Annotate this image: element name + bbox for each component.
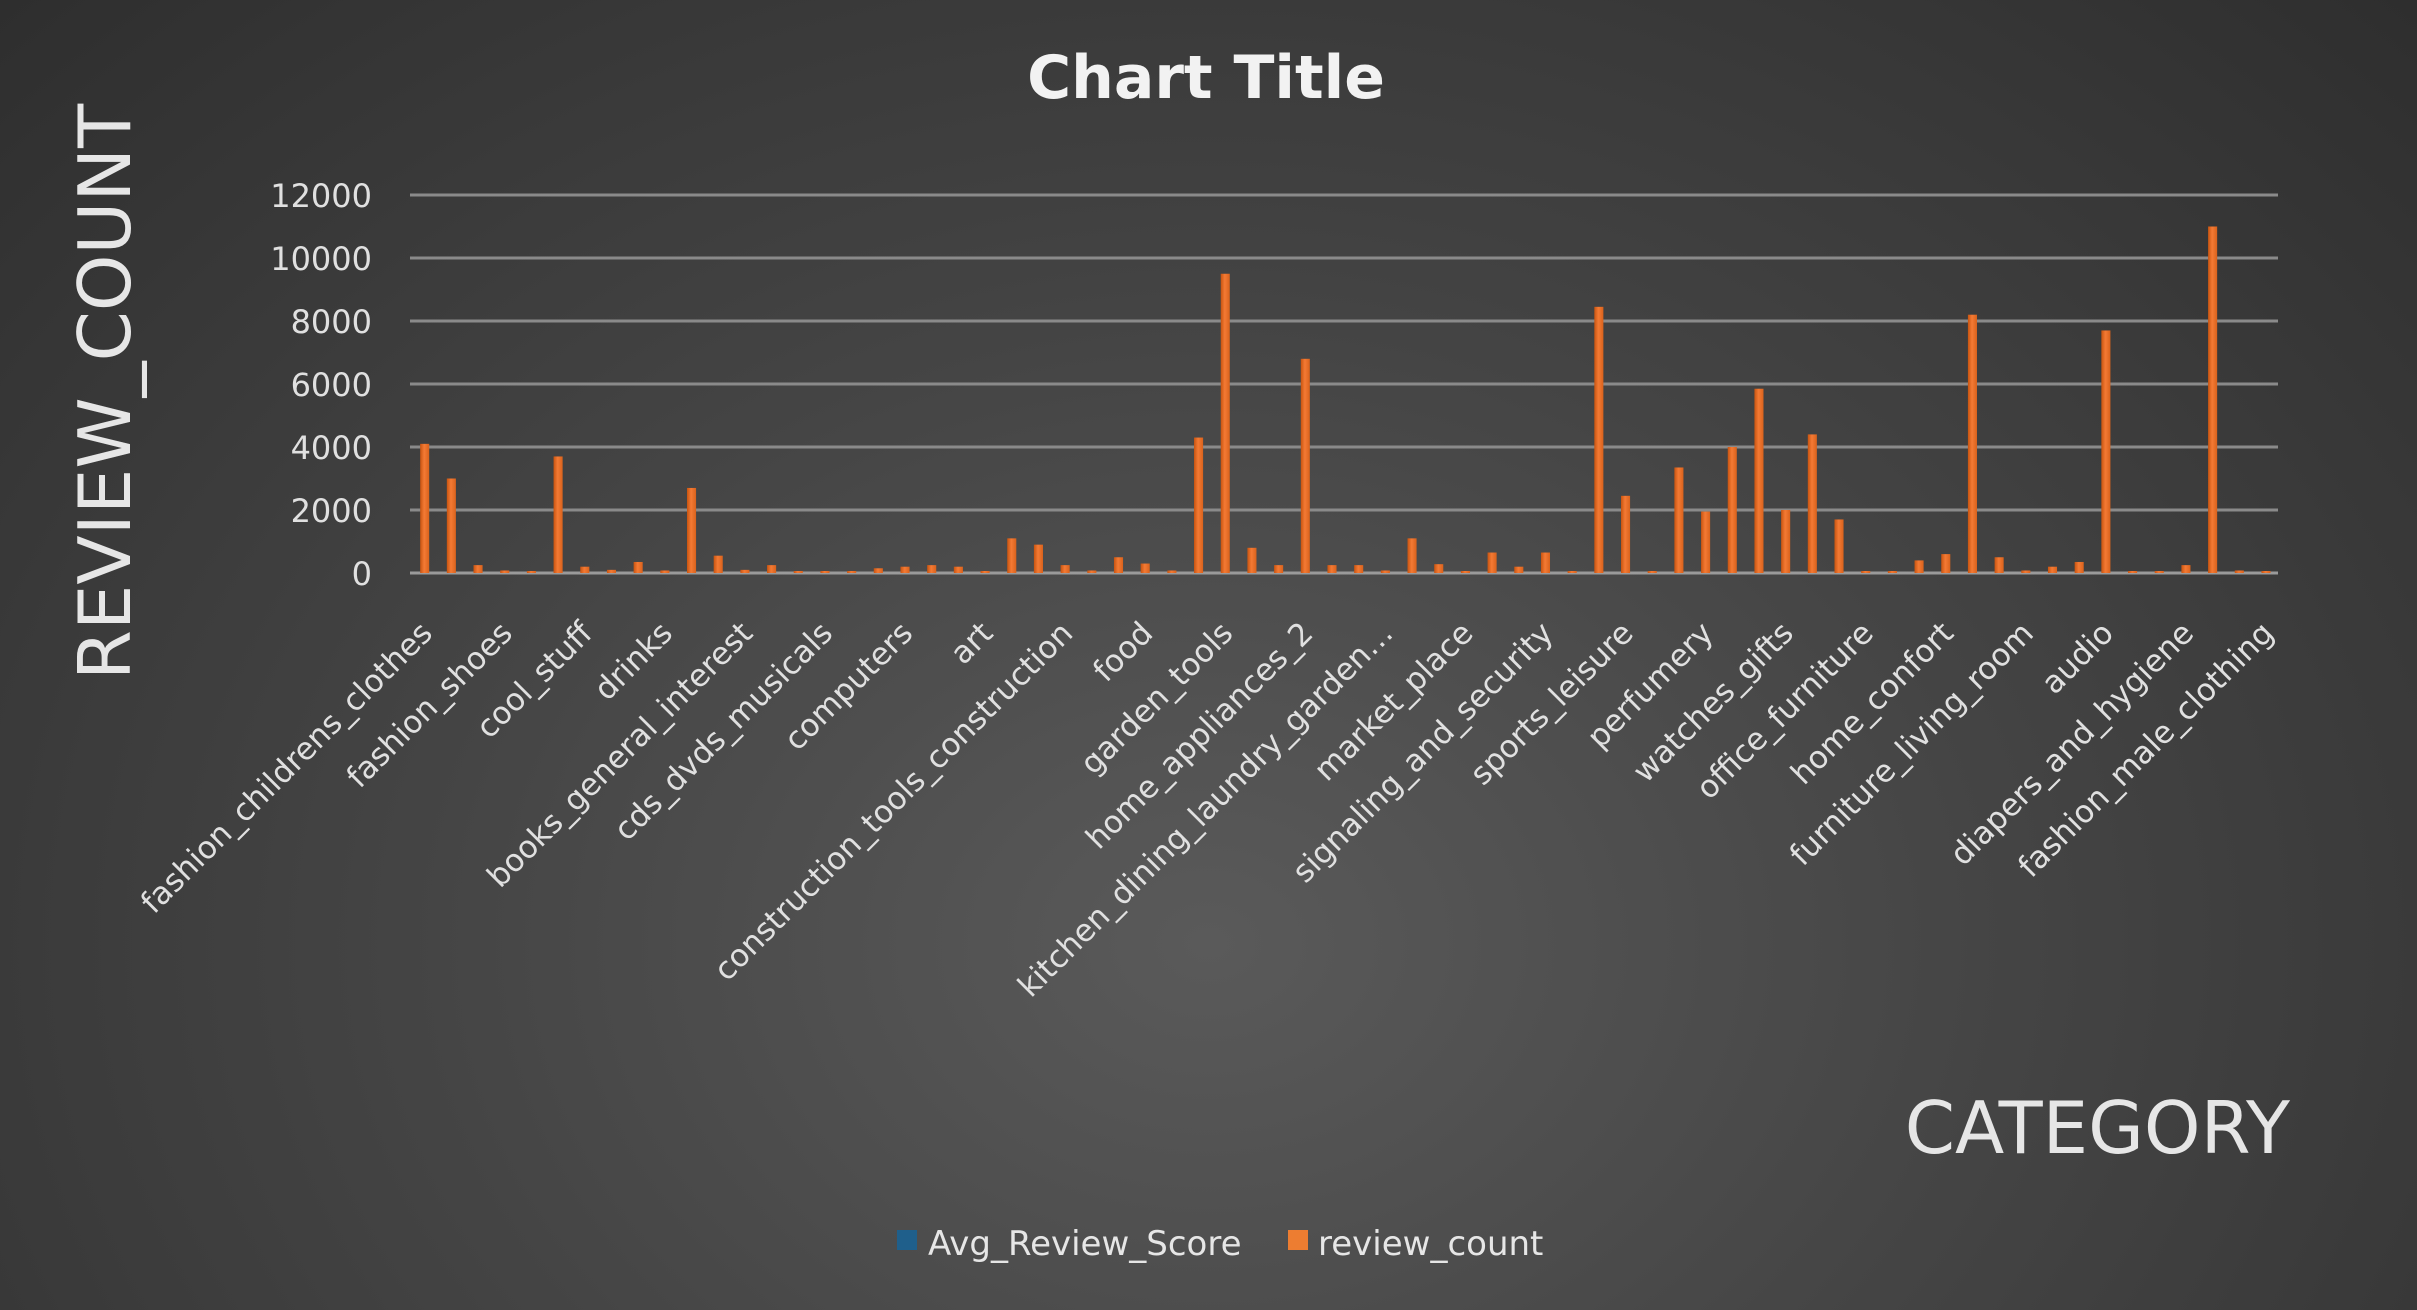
bar-review-count [793, 571, 803, 573]
bar-review-count [2074, 561, 2084, 573]
bar-review-count [1087, 570, 1097, 573]
x-category-label: fashion_childrens_clothes [134, 615, 440, 921]
bar-review-count [473, 565, 483, 573]
bar-review-count [1007, 538, 1017, 573]
bar-review-count [2101, 330, 2111, 573]
x-category-label: art [944, 615, 1001, 672]
bar-review-count [980, 571, 990, 573]
bar-review-count [553, 456, 563, 573]
y-tick-label: 0 [352, 555, 372, 593]
bar-review-count [2261, 571, 2271, 573]
y-tick-label: 10000 [270, 240, 372, 278]
y-tick-label: 6000 [291, 366, 372, 404]
bar-review-count [1727, 447, 1737, 573]
bar-review-count [1674, 467, 1684, 573]
bar-review-count [1994, 557, 2004, 573]
bar-review-count [526, 571, 536, 573]
bar-review-count [1434, 564, 1444, 573]
bar-review-count [2154, 571, 2164, 573]
bar-review-count [1887, 571, 1897, 573]
bar-review-count [1540, 552, 1551, 573]
bar-review-count [1861, 571, 1871, 573]
bar-review-count [446, 478, 456, 573]
bar-review-count [927, 565, 937, 573]
legend-label-review-count: review_count [1318, 1224, 1543, 1264]
bar-review-count [2234, 570, 2244, 573]
bar-review-count [1354, 565, 1364, 573]
bar-review-count [1060, 565, 1070, 573]
chart-title: Chart Title [1027, 43, 1385, 113]
y-tick-label: 2000 [291, 492, 372, 530]
y-tick-label: 8000 [291, 303, 372, 341]
bar-review-count [1807, 434, 1817, 573]
y-tick-labels: 0 2000 4000 6000 8000 10000 12000 [270, 177, 372, 593]
bar-review-count [1620, 495, 1631, 573]
bar-review-count [1407, 538, 1417, 573]
bar-review-count [1220, 273, 1230, 573]
bar-review-count [2047, 566, 2058, 573]
y-tick-label: 4000 [291, 429, 372, 467]
x-category-label: food [1086, 615, 1160, 689]
y-tick-label: 12000 [270, 177, 372, 215]
bar-review-count [686, 487, 697, 573]
bar-review-count [580, 566, 590, 573]
bar-review-count [740, 569, 750, 573]
bar-review-count [1941, 554, 1951, 573]
x-category-labels: fashion_childrens_clothesfashion_shoesco… [134, 615, 2281, 1005]
legend-swatch-review-count [1288, 1230, 1308, 1250]
bar-review-count [500, 570, 510, 573]
bar-review-count [606, 569, 617, 573]
bar-review-count [2128, 571, 2138, 573]
bar-review-count [660, 570, 670, 573]
bar-review-count [1033, 544, 1043, 573]
bar-review-count [1300, 358, 1310, 573]
bar-review-count [900, 566, 910, 573]
bar-review-count [1194, 437, 1204, 573]
bar-review-count [1460, 571, 1470, 573]
bar-review-count [633, 561, 643, 573]
legend: Avg_Review_Score review_count [897, 1224, 1543, 1264]
bar-review-count [820, 571, 830, 573]
y-axis-title: REVIEW_COUNT [63, 103, 147, 680]
bar-review-count [1594, 306, 1604, 573]
bar-review-count [1274, 565, 1284, 573]
bar-review-count [873, 568, 883, 573]
gridlines [410, 193, 2278, 575]
bar-review-count [1113, 557, 1124, 573]
bar-review-count [1514, 566, 1524, 573]
bar-review-count [1834, 519, 1844, 573]
legend-swatch-avg-review-score [897, 1230, 917, 1250]
bar-review-count [1247, 547, 1257, 573]
bar-review-count [713, 555, 723, 573]
x-axis-title: CATEGORY [1905, 1086, 2291, 1170]
bar-review-count [1167, 570, 1177, 573]
bar-review-count [767, 565, 777, 573]
bars [420, 226, 2271, 573]
bar-review-count [1781, 510, 1791, 573]
bar-review-count [1487, 552, 1497, 573]
bar-review-count [1380, 570, 1390, 573]
bar-review-count [1754, 388, 1764, 573]
bar-review-count [1967, 314, 1977, 573]
bar-review-count [2208, 226, 2218, 573]
bar-review-count [1567, 571, 1577, 573]
bar-review-count [1914, 560, 1924, 573]
bar-review-count [1701, 511, 1711, 573]
bar-review-count [847, 571, 857, 573]
legend-label-avg-review-score: Avg_Review_Score [928, 1224, 1242, 1264]
bar-review-count [1327, 565, 1337, 573]
bar-review-count [2181, 565, 2191, 573]
bar-review-count [2021, 570, 2031, 573]
bar-review-count [1647, 571, 1657, 573]
bar-review-count [953, 566, 963, 573]
bar-review-count [1140, 563, 1150, 573]
bar-review-count [420, 443, 430, 573]
